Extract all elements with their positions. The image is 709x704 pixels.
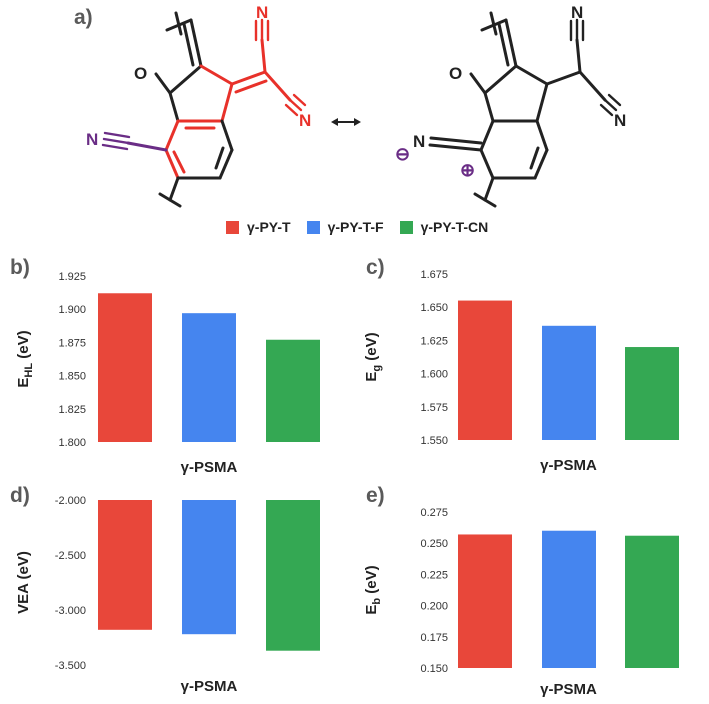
bar (266, 500, 320, 651)
y-axis-label: VEA (eV) (15, 551, 32, 614)
structure-right (428, 11, 622, 208)
y-tick-label: -2.500 (55, 550, 86, 562)
y-tick-label: 1.800 (58, 437, 86, 449)
y-tick-label: 1.825 (58, 404, 86, 416)
y-tick-label: 0.275 (420, 507, 448, 519)
y-tick-label: 0.200 (420, 601, 448, 613)
bar (98, 500, 152, 630)
y-tick-label: 1.850 (58, 371, 86, 383)
y-tick-label: 1.575 (420, 402, 448, 414)
y-tick-label: -3.500 (55, 660, 86, 672)
x-axis-label: γ-PSMA (540, 681, 597, 698)
y-tick-label: 1.625 (420, 335, 448, 347)
y-axis-label: Eg (eV) (363, 332, 383, 381)
chart-ehl: 1.925 1.900 1.875 1.850 1.825 1.800 γ-PSMA EHL … (15, 271, 320, 476)
legend-swatch (306, 220, 320, 234)
panel-label-a: a) (74, 6, 93, 29)
legend: γ-PY-T γ-PY-T-F γ-PY-T-CN (226, 216, 488, 238)
bar (625, 347, 679, 440)
legend-label: γ-PY-T-CN (420, 219, 489, 235)
chart-eb: 0.275 0.250 0.225 0.200 0.175 0.150 γ-PSMA Eb (… (363, 507, 679, 698)
legend-item: γ-PY-T (226, 219, 291, 235)
bar (458, 300, 512, 440)
chart-eg: 1.675 1.650 1.625 1.600 1.575 1.550 γ-PSMA Eg (… (363, 269, 679, 474)
atom-label-n-left-cyano: N (86, 130, 98, 149)
legend-item: γ-PY-T-CN (399, 219, 489, 235)
y-axis-label: EHL (eV) (15, 330, 35, 387)
x-axis-label: γ-PSMA (540, 457, 597, 474)
bar (182, 500, 236, 635)
y-tick-label: 0.250 (420, 538, 448, 550)
y-axis-label: Eb (eV) (363, 565, 383, 614)
y-tick-label: -3.000 (55, 605, 86, 617)
x-axis-label: γ-PSMA (181, 459, 238, 476)
bar (458, 534, 512, 668)
bar (266, 339, 320, 442)
bar (182, 313, 236, 442)
plus-charge-icon: ⊕ (460, 160, 475, 180)
atom-label-n-left-top: N (256, 3, 268, 22)
y-tick-label: 1.900 (58, 304, 86, 316)
legend-label: γ-PY-T-F (327, 219, 384, 235)
bar (625, 535, 679, 668)
resonance-arrow-icon (331, 118, 361, 126)
atom-label-n-right-imine: N (413, 132, 425, 151)
y-tick-label: 1.600 (420, 369, 448, 381)
legend-swatch (226, 220, 239, 234)
x-axis-label: γ-PSMA (181, 678, 238, 695)
y-tick-label: 0.175 (420, 632, 448, 644)
y-tick-label: 1.925 (58, 271, 86, 283)
molecule-structures: O N N N (86, 3, 626, 208)
bar (542, 325, 596, 440)
bar (98, 293, 152, 442)
chart-vea: -2.000 -2.500 -3.000 -3.500 γ-PSMA VEA (eV) (15, 495, 320, 695)
structure-left (101, 11, 307, 208)
atom-label-n-right-top: N (571, 3, 583, 22)
y-tick-label: 1.550 (420, 435, 448, 447)
y-tick-label: 0.225 (420, 569, 448, 581)
panel-label-e: e) (366, 484, 385, 507)
y-tick-label: 1.650 (420, 302, 448, 314)
y-tick-label: 0.150 (420, 663, 448, 675)
panel-label-c: c) (366, 256, 385, 279)
panel-label-d: d) (10, 484, 30, 507)
legend-label: γ-PY-T (247, 219, 291, 235)
panel-label-b: b) (10, 256, 30, 279)
atom-label-n-right-right: N (614, 111, 626, 130)
atom-label-o-left: O (134, 64, 147, 83)
y-tick-label: -2.000 (55, 495, 86, 507)
atom-label-o-right: O (449, 64, 462, 83)
y-tick-label: 1.875 (58, 337, 86, 349)
atom-label-n-left-right: N (299, 111, 311, 130)
y-tick-label: 1.675 (420, 269, 448, 281)
legend-swatch (399, 220, 413, 234)
legend-item: γ-PY-T-F (306, 219, 384, 235)
bar (542, 530, 596, 668)
minus-charge-icon: ⊖ (395, 144, 410, 164)
